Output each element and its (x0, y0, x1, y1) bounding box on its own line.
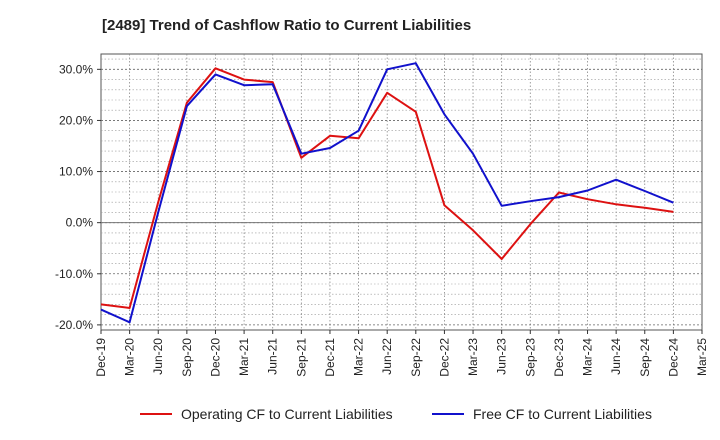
x-tick-label: Dec-24 (666, 338, 680, 377)
x-tick-label: Mar-23 (466, 338, 480, 376)
y-tick-label: 20.0% (59, 113, 93, 127)
plot-frame (100, 53, 703, 331)
y-tick-label: -10.0% (55, 267, 93, 281)
plot-area: 30.0% 20.0% 10.0% 0.0% -10.0% -20.0%Dec-19 Mar… (55, 53, 709, 377)
x-tick-label: Jun-21 (266, 338, 280, 375)
x-tick-label: Mar-22 (352, 338, 366, 376)
x-tick-label: Mar-24 (581, 338, 595, 376)
y-tick-label: -20.0% (55, 318, 93, 332)
x-tick-label: Sep-20 (180, 338, 194, 377)
x-tick-label: Jun-22 (380, 338, 394, 375)
x-tick-label: Jun-23 (495, 338, 509, 375)
legend-label-1: Operating CF to Current Liabilities (181, 406, 393, 422)
chart-title: [2489] Trend of Cashflow Ratio to Curren… (102, 17, 471, 34)
y-tick-label: 10.0% (59, 165, 93, 179)
x-tick-label: Jun-20 (151, 338, 165, 375)
legend-label-2: Free CF to Current Liabilities (473, 406, 652, 422)
legend: Operating CF to Current Liabilities Free … (140, 406, 652, 422)
x-tick-label: Sep-21 (294, 338, 308, 377)
x-tick-label: Sep-22 (409, 338, 423, 377)
x-tick-label: Mar-25 (695, 338, 709, 376)
x-tick-label: Dec-19 (94, 338, 108, 377)
x-tick-label: Mar-21 (237, 338, 251, 376)
y-tick-label: 30.0% (59, 62, 93, 76)
x-tick-label: Mar-20 (123, 338, 137, 376)
x-tick-label: Dec-21 (323, 338, 337, 377)
x-tick-label: Dec-22 (437, 338, 451, 377)
x-tick-label: Sep-24 (638, 338, 652, 377)
x-tick-label: Sep-23 (523, 338, 537, 377)
series-line-1 (100, 67, 674, 309)
y-tick-label: 0.0% (66, 216, 94, 230)
x-tick-label: Dec-20 (208, 338, 222, 377)
x-tick-label: Jun-24 (609, 338, 623, 375)
series-line-2 (100, 62, 674, 324)
x-tick-label: Dec-23 (552, 338, 566, 377)
